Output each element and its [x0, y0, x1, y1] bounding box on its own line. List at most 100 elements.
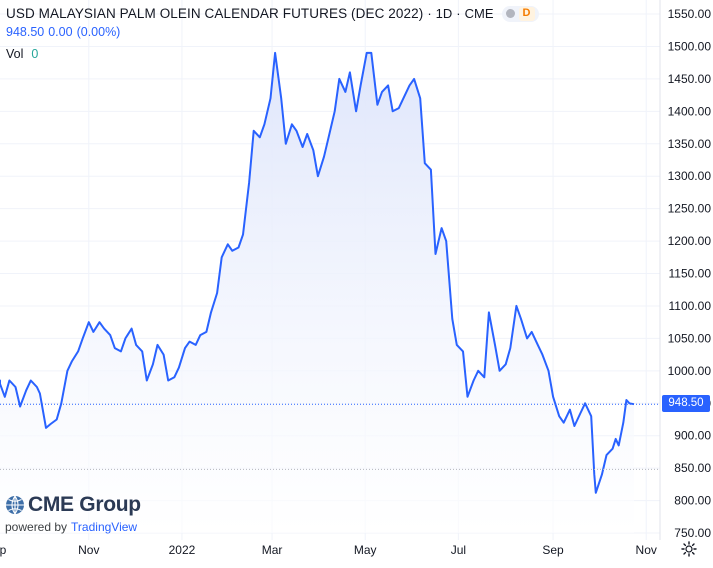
data-point	[39, 393, 41, 395]
y-tick-label: 1250.00	[668, 202, 712, 216]
data-point	[552, 396, 554, 398]
data-point	[67, 370, 69, 372]
data-point	[629, 402, 631, 404]
price-change-percent: (0.00%)	[76, 25, 121, 39]
data-point	[542, 354, 544, 356]
data-point	[355, 111, 357, 113]
market-closed-icon	[505, 9, 515, 18]
data-point	[25, 389, 27, 391]
data-point	[441, 227, 443, 229]
data-point	[157, 344, 159, 346]
data-point	[537, 344, 539, 346]
data-point	[302, 146, 304, 148]
x-tick-label: Mar	[262, 543, 283, 557]
data-point	[601, 474, 603, 476]
data-point	[114, 347, 116, 349]
data-point	[484, 377, 486, 379]
data-point	[163, 354, 165, 356]
data-point	[430, 169, 432, 171]
data-point	[82, 338, 84, 340]
y-tick-label: 750.00	[674, 526, 711, 540]
data-point	[424, 162, 426, 164]
data-point	[4, 396, 6, 398]
data-point	[563, 422, 565, 424]
gear-icon[interactable]	[681, 541, 697, 557]
data-point	[398, 107, 400, 109]
data-point	[473, 380, 475, 382]
data-point	[152, 364, 154, 366]
cme-globe-icon	[6, 495, 24, 515]
y-tick-label: 1050.00	[668, 331, 712, 345]
y-tick-label: 1350.00	[668, 137, 712, 151]
data-point	[345, 91, 347, 93]
data-point	[178, 367, 180, 369]
data-point	[210, 312, 212, 314]
branding: CME Group powered by TradingView	[5, 493, 141, 534]
data-point	[206, 331, 208, 333]
data-point	[531, 331, 533, 333]
data-point	[626, 399, 628, 401]
data-point	[195, 344, 197, 346]
data-point	[509, 347, 511, 349]
data-point	[520, 318, 522, 320]
data-point	[392, 111, 394, 113]
data-point	[615, 438, 617, 440]
data-point	[623, 422, 625, 424]
tradingview-link[interactable]: TradingView	[71, 520, 138, 534]
data-point	[285, 143, 287, 145]
data-point	[451, 318, 453, 320]
data-point	[306, 133, 308, 135]
separator: ·	[427, 6, 432, 21]
market-status-pill[interactable]: D	[501, 5, 539, 22]
separator: ·	[456, 6, 461, 21]
data-point	[248, 182, 250, 184]
data-point	[103, 328, 105, 330]
data-point	[409, 85, 411, 87]
data-point	[548, 370, 550, 372]
data-point	[606, 454, 608, 456]
data-point	[167, 380, 169, 382]
chart-legend: USD MALAYSIAN PALM OLEIN CALENDAR FUTURE…	[6, 5, 539, 63]
price-line[interactable]	[0, 51, 635, 494]
legend-volume-row: Vol 0	[6, 46, 539, 63]
data-point	[264, 123, 266, 125]
data-point	[574, 425, 576, 427]
data-point	[15, 386, 17, 388]
data-point	[93, 331, 95, 333]
data-point	[232, 250, 234, 252]
data-point	[456, 344, 458, 346]
y-tick-label: 1500.00	[668, 39, 712, 53]
x-tick-label: Sep	[542, 543, 564, 557]
legend-title-row: USD MALAYSIAN PALM OLEIN CALENDAR FUTURE…	[6, 5, 539, 22]
data-point	[120, 351, 122, 353]
last-price: 948.50	[6, 25, 45, 39]
data-point	[317, 175, 319, 177]
data-point	[593, 474, 595, 476]
y-tick-label: 1150.00	[669, 267, 712, 281]
y-tick-label: 850.00	[674, 461, 711, 475]
data-point	[328, 136, 330, 138]
data-point	[618, 445, 620, 447]
data-point	[381, 91, 383, 93]
data-point	[221, 256, 223, 258]
data-point	[569, 409, 571, 411]
data-point	[189, 341, 191, 343]
data-point	[242, 234, 244, 236]
x-tick-label: Nov	[78, 543, 99, 557]
data-point	[338, 78, 340, 80]
data-point	[413, 78, 415, 80]
x-tick-label: Jul	[451, 543, 466, 557]
cme-logo[interactable]: CME Group	[5, 493, 141, 517]
data-point	[71, 360, 73, 362]
data-point	[312, 149, 314, 151]
y-tick-label: 1000.00	[668, 364, 712, 378]
data-point	[612, 448, 614, 450]
data-point	[184, 347, 186, 349]
symbol-title[interactable]: USD MALAYSIAN PALM OLEIN CALENDAR FUTURE…	[6, 6, 424, 21]
data-point	[30, 380, 32, 382]
y-tick-label: 1550.00	[668, 7, 712, 21]
data-point	[45, 427, 47, 429]
powered-by: powered by TradingView	[5, 520, 141, 534]
